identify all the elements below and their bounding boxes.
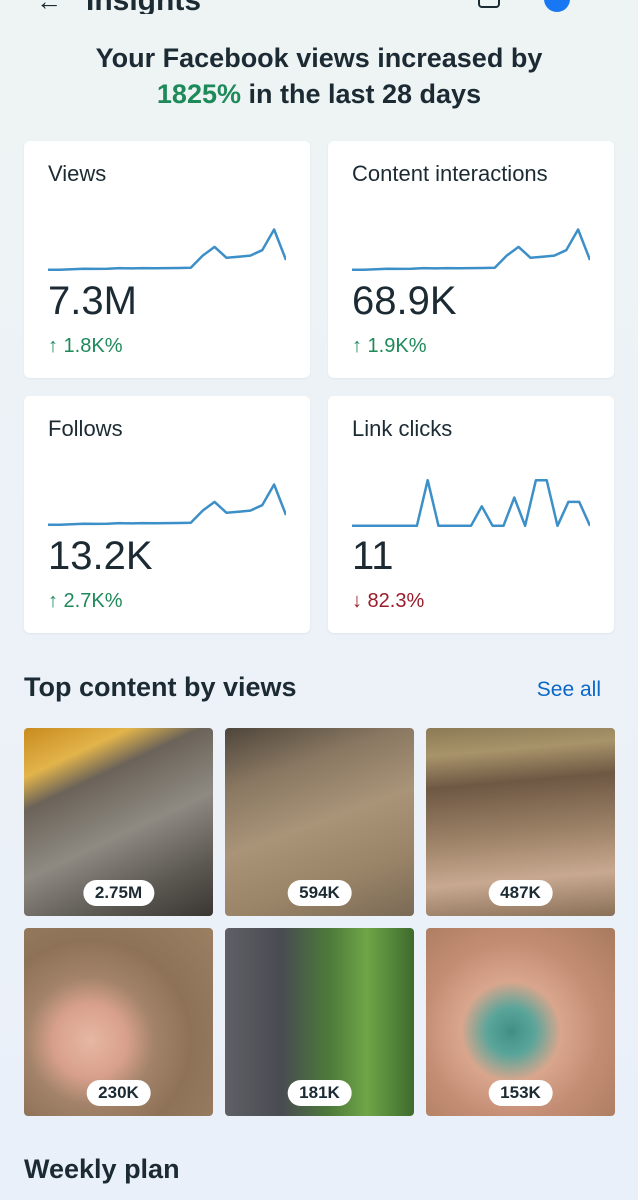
content-thumbnail[interactable]: 2.75M <box>24 728 213 916</box>
top-bar: ← Insights <box>0 0 638 14</box>
content-thumbnail[interactable]: 487K <box>426 728 615 916</box>
metric-card-content-interactions[interactable]: Content interactions 68.9K ↑ 1.9K% <box>328 141 614 378</box>
view-count-badge: 594K <box>287 880 352 906</box>
metric-delta: ↓ 82.3% <box>352 590 425 612</box>
metric-label: Views <box>48 161 107 186</box>
summary-prefix: Your Facebook views increased by <box>95 43 543 73</box>
metric-label: Content interactions <box>352 161 548 186</box>
top-content-title: Top content by views <box>24 672 297 702</box>
follows-sparkline <box>48 483 286 526</box>
metric-label: Link clicks <box>352 416 453 441</box>
metric-card-link-clicks[interactable]: Link clicks 11 ↓ 82.3% <box>328 396 614 633</box>
link-clicks-sparkline <box>352 478 590 528</box>
arrow-left-icon[interactable]: ← <box>36 0 62 14</box>
metric-label: Follows <box>48 416 123 441</box>
view-count-badge: 181K <box>287 1080 352 1106</box>
facebook-icon[interactable] <box>544 0 570 12</box>
weekly-plan-title: Weekly plan <box>24 1154 180 1184</box>
follows-sparkline-line <box>48 483 286 526</box>
inbox-icon[interactable] <box>478 0 500 8</box>
content-thumbnail[interactable]: 153K <box>426 928 615 1116</box>
content-thumbnail[interactable]: 594K <box>225 728 414 916</box>
view-count-badge: 487K <box>488 880 553 906</box>
views-sparkline <box>48 228 286 271</box>
see-all-link[interactable]: See all <box>536 678 601 701</box>
summary-percent: 1825% <box>156 79 241 109</box>
metric-card-follows[interactable]: Follows 13.2K ↑ 2.7K% <box>24 396 310 633</box>
metric-delta: ↑ 2.7K% <box>48 590 123 612</box>
view-count-badge: 2.75M <box>82 880 155 906</box>
views-sparkline-line <box>48 228 286 271</box>
view-count-badge: 230K <box>86 1080 151 1106</box>
link-clicks-sparkline-line <box>352 478 590 528</box>
content-thumbnail[interactable]: 181K <box>225 928 414 1116</box>
metric-value: 7.3M <box>48 279 137 323</box>
content-thumbnail[interactable]: 230K <box>24 928 213 1116</box>
metric-value: 68.9K <box>352 279 457 323</box>
summary-suffix: in the last 28 days <box>240 79 482 109</box>
view-count-badge: 153K <box>488 1080 553 1106</box>
metric-card-views[interactable]: Views 7.3M ↑ 1.8K% <box>24 141 310 378</box>
metric-delta: ↑ 1.8K% <box>48 335 123 357</box>
metric-value: 11 <box>352 534 394 578</box>
content-interactions-sparkline-line <box>352 228 590 271</box>
content-interactions-sparkline <box>352 228 590 271</box>
metric-value: 13.2K <box>48 534 153 578</box>
page-title: Insights <box>86 0 201 14</box>
metric-delta: ↑ 1.9K% <box>352 335 427 357</box>
summary-headline: Your Facebook views increased by 1825% i… <box>0 40 638 112</box>
